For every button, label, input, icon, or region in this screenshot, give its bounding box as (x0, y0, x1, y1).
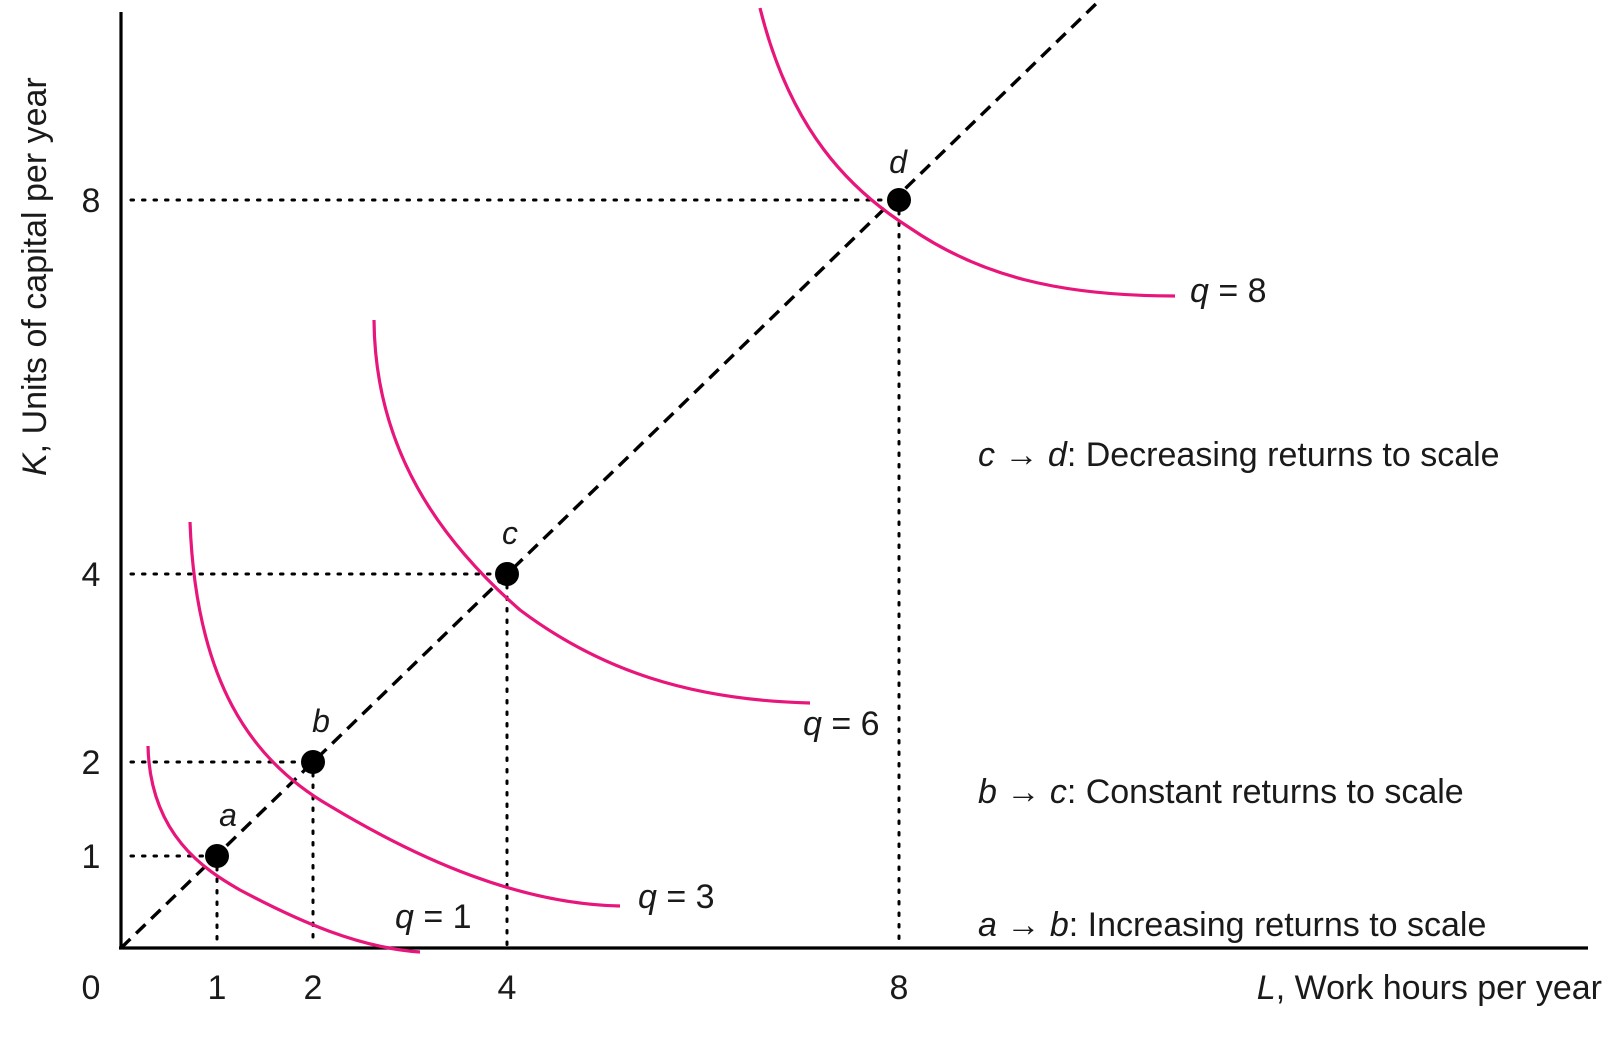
point-b (301, 750, 325, 774)
annotation-a-b: a → b: Increasing returns to scale (978, 906, 1486, 944)
isoquant-label-a: q = 1 (395, 898, 472, 936)
point-label-a: a (219, 797, 237, 833)
y-axis-label: K, Units of capital per year (16, 77, 54, 476)
scale-ray (119, 0, 1102, 950)
isoquant-curve-b (188, 521, 621, 908)
x-axis-label: L, Work hours per year (1257, 969, 1602, 1007)
point-label-d: d (889, 144, 908, 180)
point-d (887, 188, 911, 212)
point-c (495, 562, 519, 586)
isoquant-label-c: q = 6 (803, 705, 880, 743)
y-tick-label: 1 (82, 838, 101, 876)
x-tick-label: 2 (304, 969, 323, 1007)
annotation-b-c: b → c: Constant returns to scale (978, 773, 1464, 811)
y-tick-label: 2 (82, 744, 101, 782)
isoquant-curves (146, 7, 1176, 954)
scale-points: a b c d (205, 144, 911, 868)
isoquant-label-b: q = 3 (638, 878, 715, 916)
x-tick-label: 1 (208, 969, 227, 1007)
y-tick-label: 4 (82, 556, 101, 594)
isoquant-label-d: q = 8 (1190, 272, 1267, 310)
point-label-b: b (312, 703, 330, 739)
point-a (205, 844, 229, 868)
annotation-c-d: c → d: Decreasing returns to scale (978, 436, 1500, 474)
isoquant-curve-d (758, 7, 1176, 298)
x-tick-label: 4 (498, 969, 517, 1007)
isoquant-labels: q = 1 q = 3 q = 6 q = 8 (395, 272, 1267, 936)
y-tick-label: 8 (82, 182, 101, 220)
isoquant-curve-c (372, 319, 811, 705)
x-tick-label: 8 (890, 969, 909, 1007)
isoquant-curve-a (146, 745, 421, 954)
point-label-c: c (502, 515, 518, 551)
origin-label: 0 (82, 969, 101, 1007)
guide-lines (129, 198, 901, 948)
